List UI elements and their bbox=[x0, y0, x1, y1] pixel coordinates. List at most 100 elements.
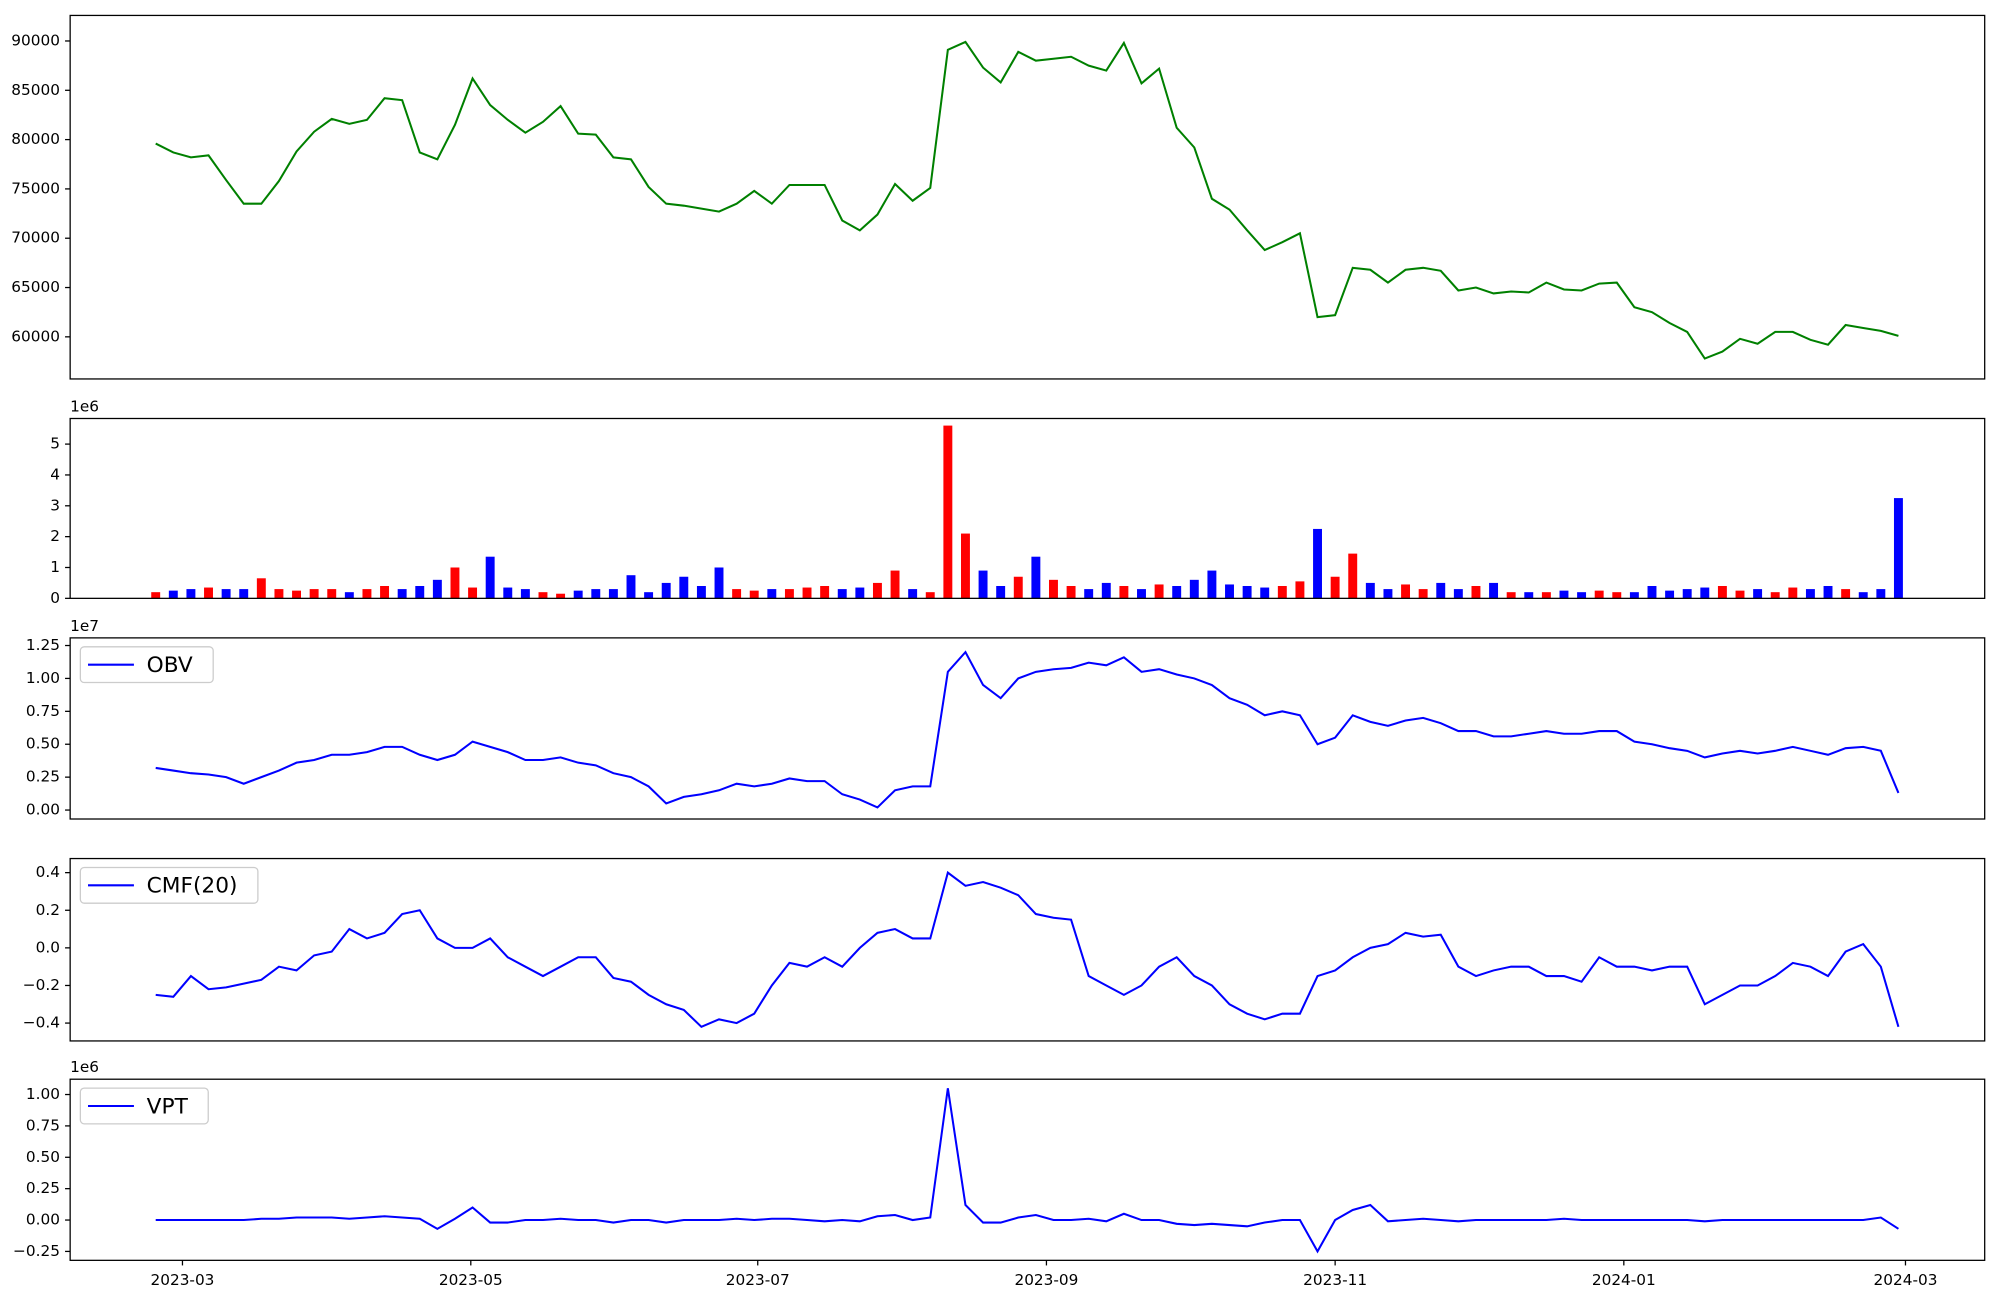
y-tick-label: 4 bbox=[50, 465, 60, 483]
y-tick-label: 3 bbox=[50, 496, 60, 514]
subplot: 60000 65000 70000 75000 80000 85000 90000 bbox=[11, 14, 1986, 380]
y-tick-label: 75000 bbox=[11, 179, 60, 197]
volume-bar bbox=[1893, 498, 1903, 599]
volume-bar bbox=[890, 570, 900, 599]
x-tick-label: 2024-03 bbox=[1874, 1271, 1938, 1289]
volume-bar bbox=[1453, 589, 1463, 599]
volume-bar bbox=[204, 587, 213, 599]
y-tick-label: 0.0 bbox=[36, 938, 60, 956]
volume-bar bbox=[1612, 592, 1622, 599]
volume-bar bbox=[151, 592, 161, 599]
volume-bar bbox=[943, 425, 953, 599]
subplot: −0.4 −0.2 0.0 0.2 0.4 CMF(20) bbox=[23, 857, 1986, 1042]
volume-bar bbox=[1682, 589, 1692, 599]
volume-bar bbox=[221, 589, 231, 599]
volume-bar bbox=[1753, 589, 1763, 599]
volume-bar bbox=[520, 589, 530, 599]
volume-bar bbox=[802, 587, 812, 599]
legend: CMF(20) bbox=[79, 866, 259, 904]
volume-bar bbox=[1277, 586, 1287, 599]
volume-bar bbox=[327, 589, 337, 599]
legend-label: CMF(20) bbox=[147, 874, 238, 899]
x-tick-label: 2023-11 bbox=[1303, 1271, 1367, 1289]
volume-bar bbox=[1242, 586, 1252, 599]
volume-bar bbox=[908, 589, 918, 599]
volume-bar bbox=[872, 582, 882, 599]
legend-label: VPT bbox=[147, 1094, 189, 1119]
y-tick-label: 0.00 bbox=[26, 801, 60, 819]
axes-frame bbox=[69, 1078, 1986, 1261]
volume-bar bbox=[1154, 584, 1164, 599]
volume-bar bbox=[820, 586, 830, 599]
y-tick-label: 0.50 bbox=[26, 1148, 60, 1166]
y-tick-label: 0.00 bbox=[26, 1211, 60, 1229]
volume-bar bbox=[503, 587, 513, 599]
volume-bar bbox=[186, 589, 196, 599]
volume-bar bbox=[1207, 570, 1217, 599]
data-line bbox=[155, 1088, 1899, 1254]
volume-bar bbox=[432, 579, 442, 599]
volume-bar bbox=[1418, 589, 1428, 599]
subplot: 0.00 0.25 0.50 0.75 1.00 1.25 1e7 OBV bbox=[26, 617, 1986, 820]
volume-bar bbox=[626, 575, 636, 599]
volume-bar bbox=[644, 592, 654, 599]
legend-box bbox=[79, 866, 259, 904]
volume-bar bbox=[1700, 587, 1710, 599]
volume-bar bbox=[1049, 579, 1058, 599]
volume-bar bbox=[1436, 582, 1446, 599]
volume-bar bbox=[1084, 589, 1094, 599]
axes-frame bbox=[69, 857, 1986, 1042]
volume-bar bbox=[468, 587, 478, 599]
volume-bar bbox=[855, 587, 865, 599]
volume-bar bbox=[538, 592, 548, 599]
volume-bar bbox=[837, 589, 847, 599]
volume-bar bbox=[573, 590, 583, 599]
x-tick-label: 2023-07 bbox=[726, 1271, 790, 1289]
volume-bar bbox=[1788, 587, 1798, 599]
x-tick-label: 2023-03 bbox=[151, 1271, 215, 1289]
volume-bar bbox=[397, 589, 407, 599]
volume-bar bbox=[1189, 579, 1199, 599]
volume-bar bbox=[274, 589, 284, 599]
volume-bar bbox=[1365, 582, 1375, 599]
volume-bar bbox=[485, 556, 495, 599]
volume-bar bbox=[415, 586, 425, 599]
legend-label: OBV bbox=[147, 653, 193, 678]
volume-bar bbox=[1031, 556, 1041, 599]
volume-bar bbox=[1260, 587, 1270, 599]
volume-bar bbox=[450, 567, 460, 599]
volume-bar bbox=[1559, 590, 1569, 599]
volume-bar bbox=[1541, 592, 1551, 599]
volume-bar bbox=[1770, 592, 1780, 599]
volume-bar bbox=[362, 589, 372, 599]
x-tick-label: 2023-05 bbox=[439, 1271, 503, 1289]
volume-bar bbox=[1506, 592, 1516, 599]
volume-bar bbox=[608, 589, 618, 599]
volume-bar bbox=[309, 589, 319, 599]
volume-bar bbox=[996, 586, 1006, 599]
volume-bar bbox=[1629, 592, 1639, 599]
volume-bar bbox=[1524, 592, 1534, 599]
volume-bar bbox=[767, 589, 777, 599]
volume-bar bbox=[1577, 592, 1587, 599]
y-tick-label: 70000 bbox=[11, 229, 60, 247]
volume-bar bbox=[960, 533, 970, 599]
volume-bar bbox=[1489, 582, 1499, 599]
volume-bar bbox=[1823, 586, 1833, 599]
axis-offset: 1e6 bbox=[70, 398, 99, 416]
y-tick-label: 1.00 bbox=[26, 669, 60, 687]
volume-bar bbox=[1101, 582, 1111, 599]
volume-bar bbox=[978, 570, 988, 599]
volume-bar bbox=[591, 589, 601, 599]
volume-bar bbox=[1348, 553, 1358, 599]
volume-bar bbox=[1665, 590, 1675, 599]
y-tick-label: 2 bbox=[50, 527, 60, 545]
volume-bar bbox=[1295, 581, 1305, 599]
y-tick-label: 1 bbox=[50, 558, 60, 576]
y-tick-label: 90000 bbox=[11, 31, 60, 49]
y-tick-label: 80000 bbox=[11, 130, 60, 148]
volume-bar bbox=[1717, 586, 1727, 599]
x-tick-label: 2023-09 bbox=[1014, 1271, 1078, 1289]
axes-frame bbox=[69, 637, 1986, 820]
